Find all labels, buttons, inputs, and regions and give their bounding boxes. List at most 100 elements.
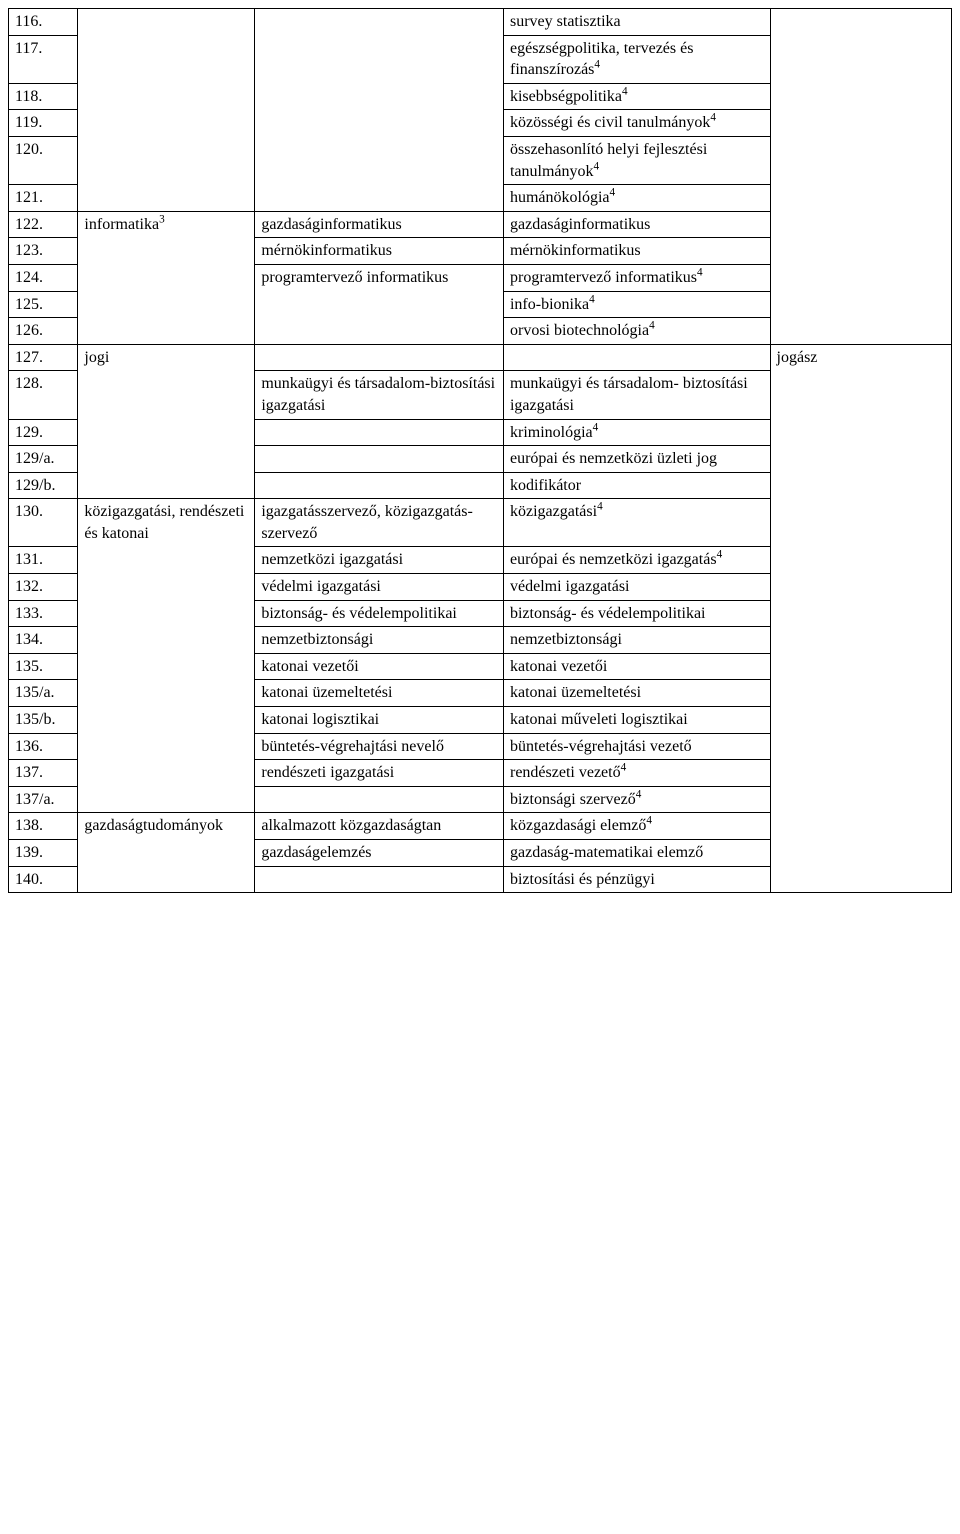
bachelor-program — [255, 472, 504, 499]
study-field — [78, 83, 255, 110]
table-row: 128.munkaügyi és társadalom-biztosítási … — [9, 371, 952, 419]
table-row: 140.biztosítási és pénzügyi — [9, 866, 952, 893]
row-number: 132. — [9, 574, 78, 601]
row-number: 129/a. — [9, 446, 78, 473]
row-number: 120. — [9, 136, 78, 184]
master-program: survey statisztika — [503, 9, 770, 36]
master-program: katonai vezetői — [503, 653, 770, 680]
study-field — [78, 264, 255, 291]
row-number: 139. — [9, 840, 78, 867]
study-field — [78, 627, 255, 654]
unified-program — [770, 866, 951, 893]
study-field — [78, 840, 255, 867]
row-number: 127. — [9, 344, 78, 371]
unified-program — [770, 264, 951, 291]
master-program: biztonsági szervező4 — [503, 786, 770, 813]
table-row: 130.közigazgatási, rendészeti és katonai… — [9, 499, 952, 547]
study-field: informatika3 — [78, 211, 255, 238]
table-row: 127.jogi jogász — [9, 344, 952, 371]
row-number: 133. — [9, 600, 78, 627]
master-program: kisebbségpolitika4 — [503, 83, 770, 110]
row-number: 135/b. — [9, 707, 78, 734]
row-number: 125. — [9, 291, 78, 318]
bachelor-program: mérnökinformatikus — [255, 238, 504, 265]
bachelor-program: munkaügyi és társadalom-biztosítási igaz… — [255, 371, 504, 419]
unified-program — [770, 211, 951, 238]
row-number: 118. — [9, 83, 78, 110]
unified-program — [770, 760, 951, 787]
master-program: nemzetbiztonsági — [503, 627, 770, 654]
table-row: 117.egészségpolitika, tervezés és finans… — [9, 35, 952, 83]
master-program: védelmi igazgatási — [503, 574, 770, 601]
bachelor-program — [255, 9, 504, 36]
unified-program — [770, 238, 951, 265]
study-field: jogi — [78, 344, 255, 371]
bachelor-program: rendészeti igazgatási — [255, 760, 504, 787]
master-program: katonai műveleti logisztikai — [503, 707, 770, 734]
unified-program — [770, 680, 951, 707]
table-row: 135/a.katonai üzemeltetésikatonai üzemel… — [9, 680, 952, 707]
row-number: 131. — [9, 547, 78, 574]
table-row: 119.közösségi és civil tanulmányok4 — [9, 110, 952, 137]
unified-program: jogász — [770, 344, 951, 371]
unified-program — [770, 499, 951, 547]
study-field: gazdaságtudományok — [78, 813, 255, 840]
row-number: 135/a. — [9, 680, 78, 707]
row-number: 126. — [9, 318, 78, 345]
study-field — [78, 9, 255, 36]
bachelor-program — [255, 344, 504, 371]
unified-program — [770, 627, 951, 654]
bachelor-program — [255, 291, 504, 318]
bachelor-program — [255, 318, 504, 345]
master-program: európai és nemzetközi üzleti jog — [503, 446, 770, 473]
unified-program — [770, 653, 951, 680]
master-program: katonai üzemeltetési — [503, 680, 770, 707]
bachelor-program: nemzetbiztonsági — [255, 627, 504, 654]
table-row: 118. kisebbségpolitika4 — [9, 83, 952, 110]
study-field — [78, 707, 255, 734]
bachelor-program: biztonság- és védelempolitikai — [255, 600, 504, 627]
master-program: gazdaságinformatikus — [503, 211, 770, 238]
study-field — [78, 547, 255, 574]
unified-program — [770, 419, 951, 446]
master-program: kodifikátor — [503, 472, 770, 499]
study-field — [78, 574, 255, 601]
bachelor-program: igazgatásszervező, közigazgatás-szervező — [255, 499, 504, 547]
study-field — [78, 472, 255, 499]
row-number: 130. — [9, 499, 78, 547]
bachelor-program — [255, 35, 504, 83]
table-row: 131.nemzetközi igazgatásieurópai és nemz… — [9, 547, 952, 574]
row-number: 129/b. — [9, 472, 78, 499]
master-program: mérnökinformatikus — [503, 238, 770, 265]
master-program: biztosítási és pénzügyi — [503, 866, 770, 893]
qualification-table: 116.survey statisztika117.egészségpoliti… — [8, 8, 952, 893]
unified-program — [770, 110, 951, 137]
table-row: 124.programtervező informatikusprogramte… — [9, 264, 952, 291]
unified-program — [770, 813, 951, 840]
table-row: 138.gazdaságtudományokalkalmazott közgaz… — [9, 813, 952, 840]
row-number: 138. — [9, 813, 78, 840]
bachelor-program — [255, 110, 504, 137]
table-row: 129/a. európai és nemzetközi üzleti jog — [9, 446, 952, 473]
unified-program — [770, 547, 951, 574]
table-row: 129.kriminológia4 — [9, 419, 952, 446]
row-number: 119. — [9, 110, 78, 137]
unified-program — [770, 83, 951, 110]
unified-program — [770, 733, 951, 760]
master-program: közigazgatási4 — [503, 499, 770, 547]
master-program: büntetés-végrehajtási vezető — [503, 733, 770, 760]
unified-program — [770, 472, 951, 499]
unified-program — [770, 786, 951, 813]
study-field — [78, 185, 255, 212]
master-program: közgazdasági elemző4 — [503, 813, 770, 840]
study-field — [78, 760, 255, 787]
bachelor-program — [255, 446, 504, 473]
table-row: 135/b.katonai logisztikaikatonai művelet… — [9, 707, 952, 734]
table-row: 116.survey statisztika — [9, 9, 952, 36]
row-number: 135. — [9, 653, 78, 680]
row-number: 121. — [9, 185, 78, 212]
bachelor-program: programtervező informatikus — [255, 264, 504, 291]
unified-program — [770, 840, 951, 867]
bachelor-program: büntetés-végrehajtási nevelő — [255, 733, 504, 760]
table-row: 133.biztonság- és védelempolitikaibizton… — [9, 600, 952, 627]
